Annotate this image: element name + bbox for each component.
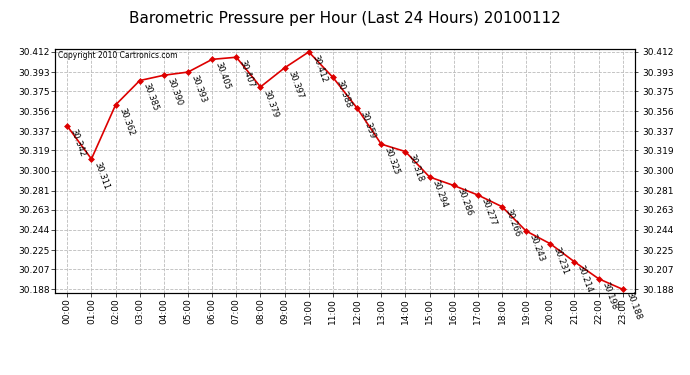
Text: 30.266: 30.266: [504, 208, 522, 238]
Text: 30.359: 30.359: [359, 110, 377, 140]
Text: 30.405: 30.405: [214, 61, 232, 91]
Text: Copyright 2010 Cartronics.com: Copyright 2010 Cartronics.com: [58, 51, 177, 60]
Text: 30.277: 30.277: [480, 196, 497, 227]
Text: 30.294: 30.294: [431, 178, 449, 209]
Text: 30.243: 30.243: [528, 232, 546, 263]
Text: 30.188: 30.188: [624, 291, 642, 321]
Text: 30.393: 30.393: [190, 74, 208, 104]
Text: 30.342: 30.342: [69, 128, 87, 158]
Text: Barometric Pressure per Hour (Last 24 Hours) 20100112: Barometric Pressure per Hour (Last 24 Ho…: [129, 11, 561, 26]
Text: 30.231: 30.231: [552, 245, 570, 276]
Text: 30.214: 30.214: [576, 263, 594, 294]
Text: 30.385: 30.385: [141, 82, 159, 112]
Text: 30.388: 30.388: [335, 79, 353, 110]
Text: 30.390: 30.390: [166, 76, 184, 107]
Text: 30.407: 30.407: [238, 58, 256, 89]
Text: 30.325: 30.325: [383, 146, 401, 176]
Text: 30.318: 30.318: [407, 153, 425, 183]
Text: 30.311: 30.311: [93, 160, 111, 191]
Text: 30.412: 30.412: [310, 53, 328, 84]
Text: 30.362: 30.362: [117, 106, 135, 137]
Text: 30.397: 30.397: [286, 69, 304, 100]
Text: 30.198: 30.198: [600, 280, 618, 310]
Text: 30.379: 30.379: [262, 88, 280, 119]
Text: 30.286: 30.286: [455, 187, 473, 218]
